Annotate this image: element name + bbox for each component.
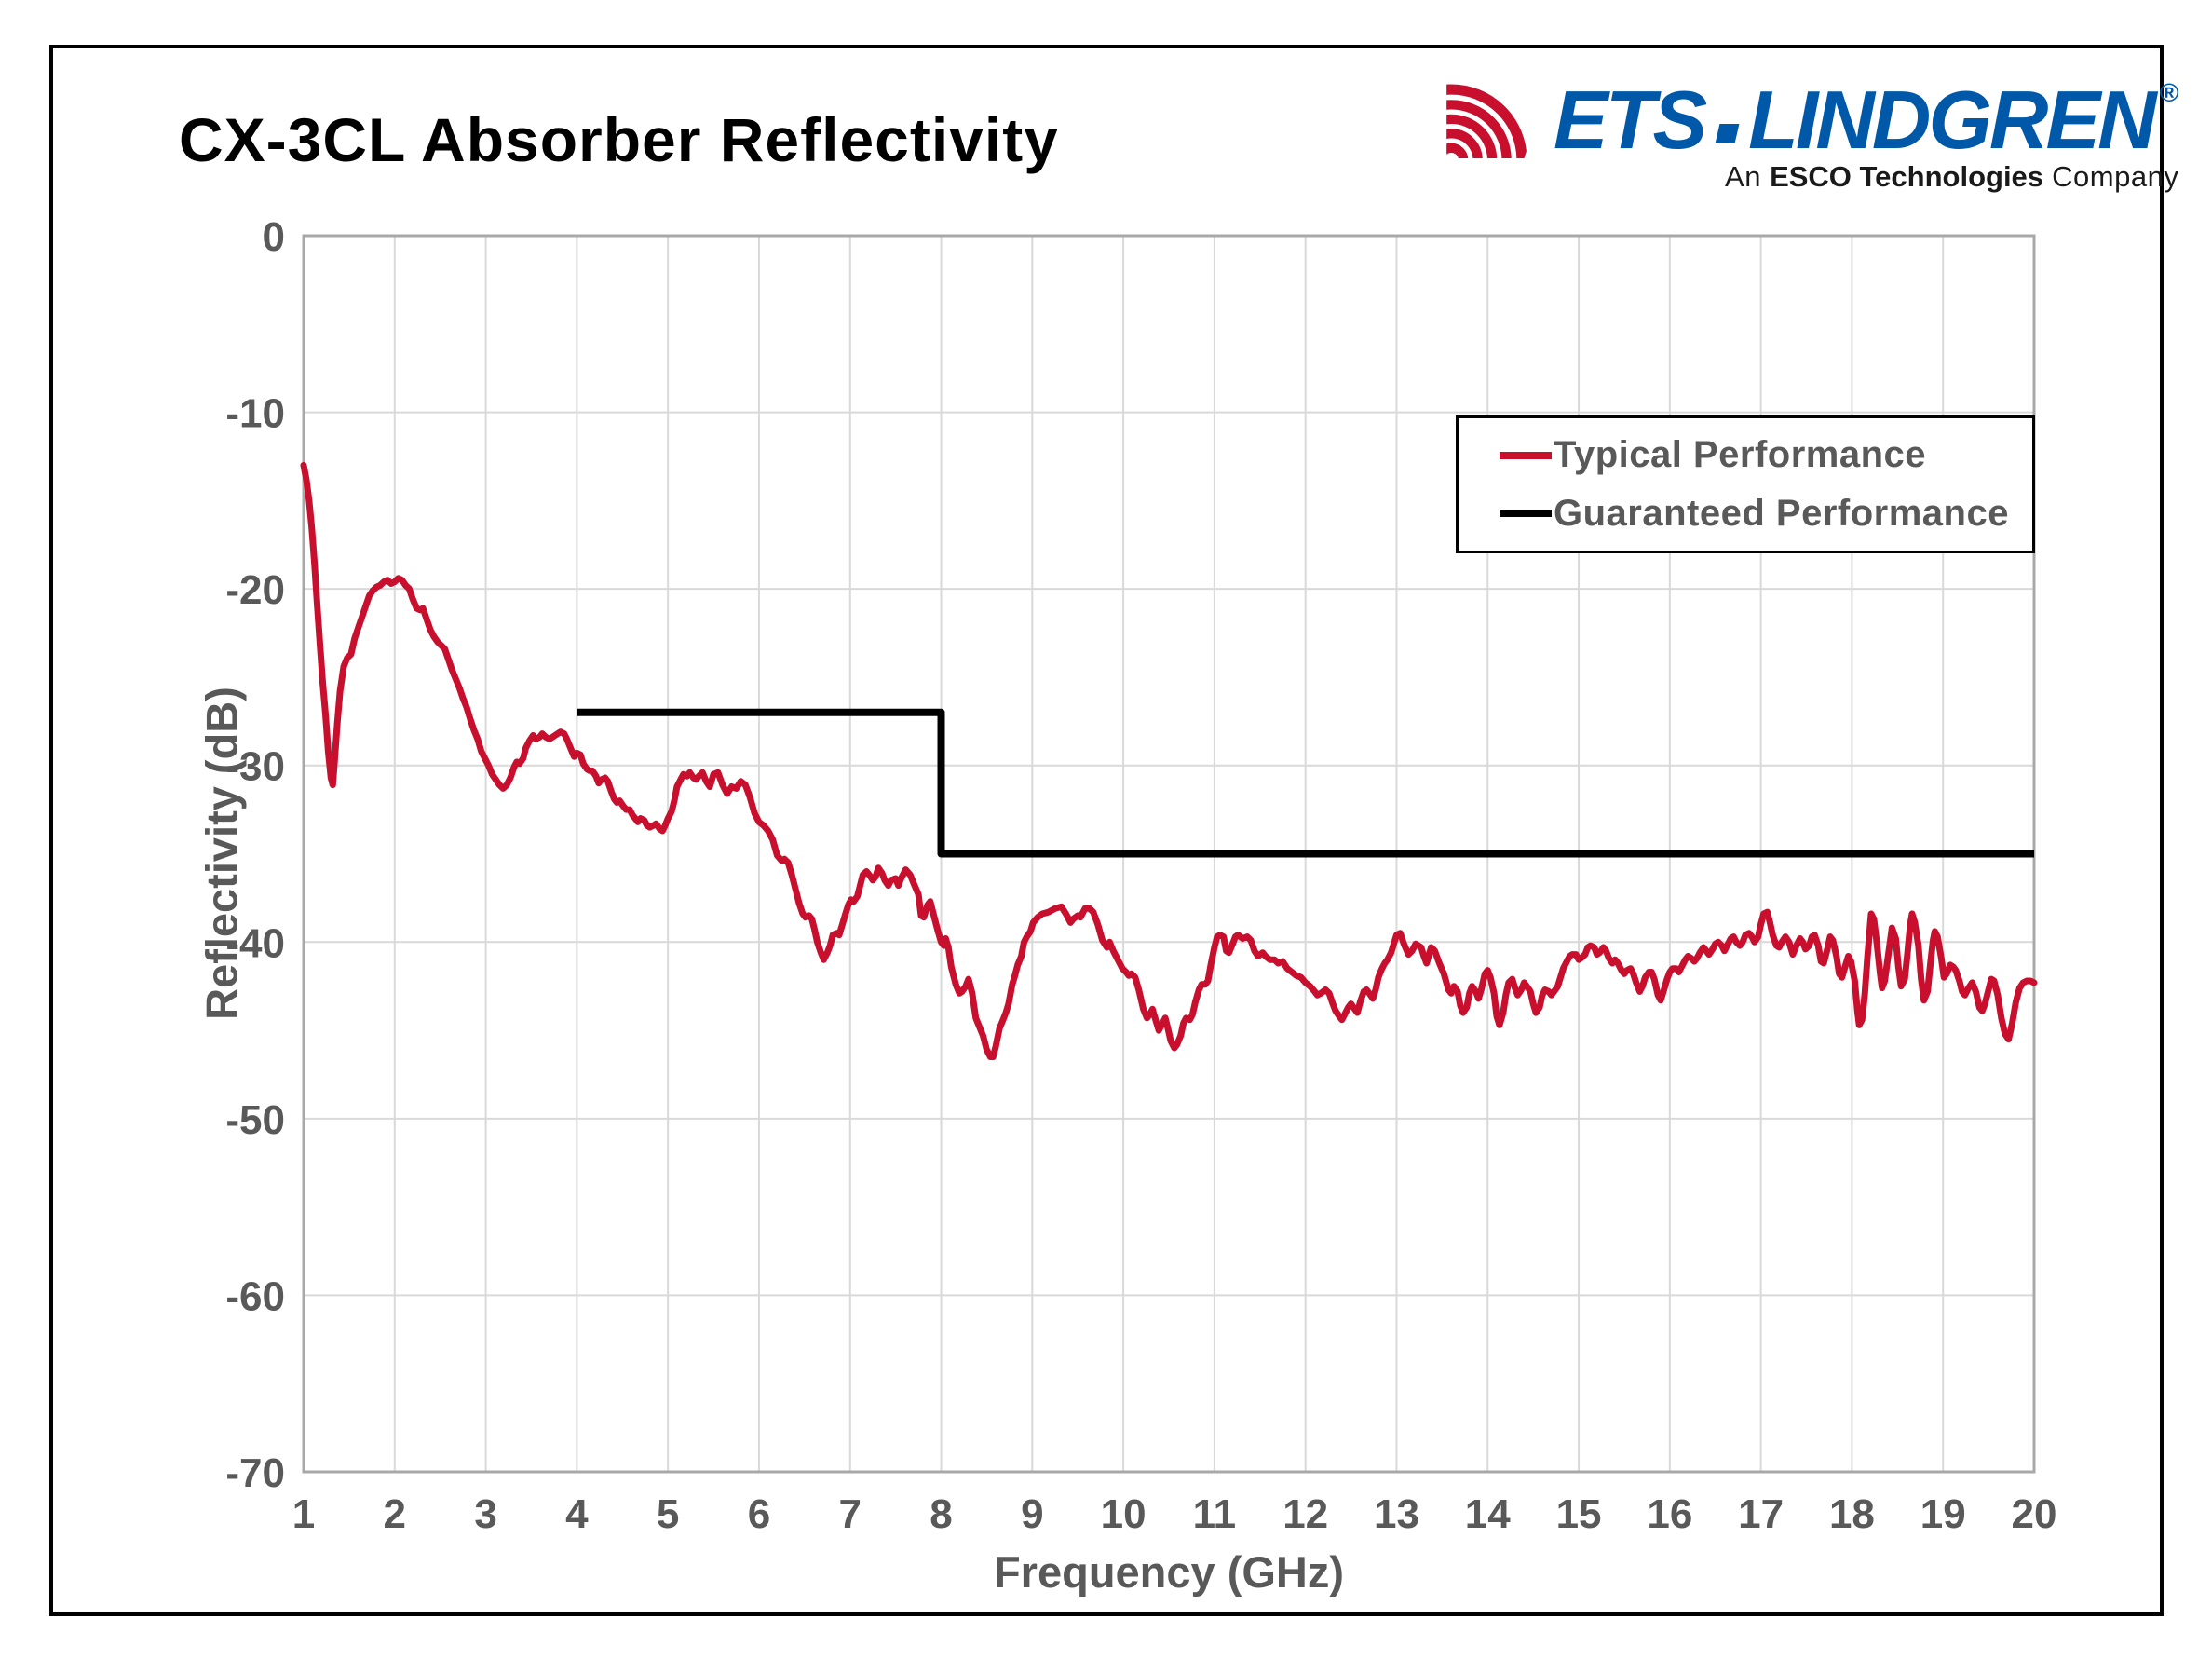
svg-text:-50: -50 (225, 1097, 285, 1143)
brand-ets: ETS (1554, 74, 1707, 167)
svg-text:3: 3 (474, 1491, 496, 1537)
legend-label-typical: Typical Performance (1554, 434, 1927, 476)
svg-text:-20: -20 (225, 567, 285, 613)
figure-border (49, 45, 2164, 1616)
svg-text:-30: -30 (225, 744, 285, 790)
svg-text:20: 20 (2012, 1491, 2057, 1537)
svg-text:-10: -10 (225, 391, 285, 437)
svg-text:18: 18 (1829, 1491, 1875, 1537)
legend-item-guaranteed: Guaranteed Performance (1500, 493, 2032, 535)
svg-text:19: 19 (1920, 1491, 1966, 1537)
svg-text:7: 7 (838, 1491, 861, 1537)
radiating-arcs-icon (1446, 84, 1527, 158)
svg-text:16: 16 (1647, 1491, 1692, 1537)
svg-text:11: 11 (1193, 1491, 1237, 1537)
svg-text:-60: -60 (225, 1273, 285, 1319)
guaranteed-performance-line-swatch (1500, 510, 1552, 518)
typical-performance-line-swatch (1500, 451, 1552, 459)
legend-item-typical: Typical Performance (1500, 434, 2032, 476)
svg-text:6: 6 (748, 1491, 770, 1537)
svg-text:13: 13 (1374, 1491, 1419, 1537)
logo-tagline: An ESCO Technologies Company (1725, 160, 2178, 194)
chart-legend: Typical Performance Guaranteed Performan… (1456, 415, 2035, 553)
svg-text:14: 14 (1465, 1491, 1511, 1537)
y-axis-title: Reflectivity (dB) (197, 687, 247, 1020)
svg-text:-70: -70 (225, 1450, 285, 1496)
tagline-bold: ESCO Technologies (1770, 160, 2044, 193)
svg-text:8: 8 (930, 1491, 952, 1537)
svg-text:2: 2 (384, 1491, 406, 1537)
ets-lindgren-logo: ETS LINDGREN ® An ESCO Technologies Comp… (1445, 78, 2178, 194)
registered-trademark: ® (2159, 78, 2179, 107)
svg-text:15: 15 (1556, 1491, 1602, 1537)
brand-lindgren: LINDGREN (1748, 74, 2157, 167)
svg-text:4: 4 (565, 1491, 589, 1537)
svg-text:12: 12 (1282, 1491, 1328, 1537)
tagline-prefix: An (1725, 160, 1761, 193)
svg-text:1: 1 (292, 1491, 315, 1537)
svg-text:9: 9 (1021, 1491, 1043, 1537)
page-title: CX-3CL Absorber Reflectivity (179, 105, 1059, 174)
tagline-suffix: Company (2052, 160, 2179, 193)
x-axis-title: Frequency (GHz) (993, 1547, 1345, 1597)
svg-text:17: 17 (1738, 1491, 1784, 1537)
svg-text:-40: -40 (225, 920, 285, 966)
svg-text:0: 0 (263, 214, 285, 260)
legend-label-guaranteed: Guaranteed Performance (1554, 492, 2009, 534)
svg-text:10: 10 (1101, 1491, 1147, 1537)
logo-brand-row: ETS LINDGREN ® (1445, 74, 2179, 167)
svg-text:5: 5 (657, 1491, 679, 1537)
